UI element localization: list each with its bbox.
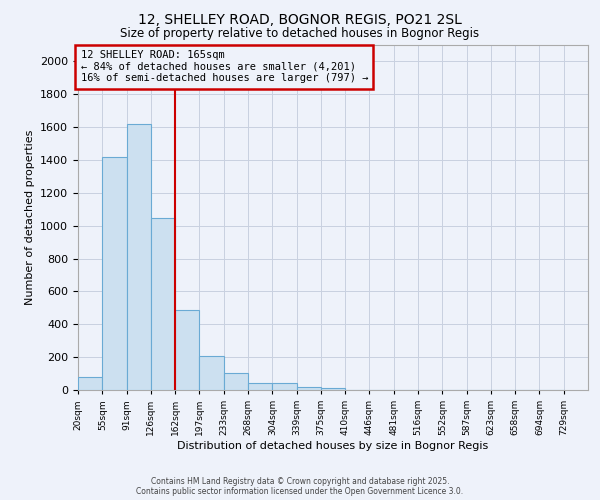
Bar [199,356,224,390]
Bar [151,218,175,390]
Text: 12, SHELLEY ROAD, BOGNOR REGIS, PO21 2SL: 12, SHELLEY ROAD, BOGNOR REGIS, PO21 2SL [138,12,462,26]
Bar [175,310,199,390]
Bar [78,377,102,390]
Bar [102,156,127,390]
Bar [321,388,345,390]
X-axis label: Distribution of detached houses by size in Bognor Regis: Distribution of detached houses by size … [178,441,488,451]
Bar [296,386,321,390]
Text: Size of property relative to detached houses in Bognor Regis: Size of property relative to detached ho… [121,28,479,40]
Text: 12 SHELLEY ROAD: 165sqm
← 84% of detached houses are smaller (4,201)
16% of semi: 12 SHELLEY ROAD: 165sqm ← 84% of detache… [80,50,368,84]
Y-axis label: Number of detached properties: Number of detached properties [25,130,35,305]
Bar [272,384,296,390]
Bar [127,124,151,390]
Text: Contains HM Land Registry data © Crown copyright and database right 2025.
Contai: Contains HM Land Registry data © Crown c… [136,476,464,496]
Bar [248,384,272,390]
Bar [224,373,248,390]
